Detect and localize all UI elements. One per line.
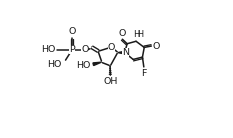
Text: H: H bbox=[137, 30, 143, 39]
Text: HO: HO bbox=[41, 45, 56, 54]
Text: HO: HO bbox=[48, 60, 62, 69]
Text: H: H bbox=[133, 30, 140, 39]
Text: O: O bbox=[153, 42, 160, 51]
Text: O: O bbox=[81, 45, 89, 54]
Polygon shape bbox=[118, 51, 125, 54]
Text: HO: HO bbox=[76, 61, 91, 70]
Text: P: P bbox=[69, 45, 75, 54]
Text: F: F bbox=[141, 69, 147, 78]
Polygon shape bbox=[93, 62, 102, 66]
Text: O: O bbox=[69, 27, 76, 36]
Text: O: O bbox=[118, 29, 125, 38]
Text: OH: OH bbox=[103, 77, 117, 86]
Text: O: O bbox=[108, 43, 115, 52]
Text: N: N bbox=[122, 48, 129, 57]
